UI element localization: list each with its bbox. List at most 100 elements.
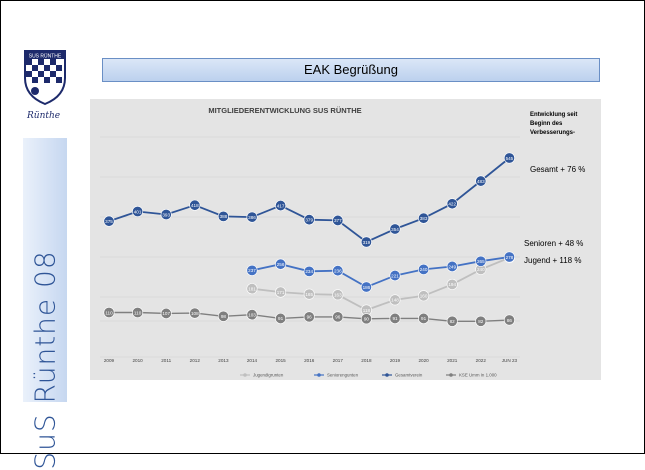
data-label: 98 (221, 314, 227, 319)
x-tick-label: 2014 (247, 358, 258, 363)
data-point (246, 211, 258, 223)
legend-label: KSE Umm In 1.000 (459, 373, 497, 378)
data-label: 108 (191, 311, 199, 316)
data-point (303, 288, 315, 300)
legend-label: Gesamtverein (395, 373, 423, 378)
series-line-0 (251, 256, 510, 311)
data-label: 171 (277, 290, 285, 295)
data-label: 91 (421, 316, 427, 321)
data-label: 82 (450, 319, 456, 324)
data-point (446, 198, 458, 210)
data-point (275, 312, 287, 324)
data-point (246, 283, 258, 295)
banner-title: EAK Begrüßung (102, 58, 600, 82)
data-point (360, 313, 372, 325)
data-label: 110 (134, 310, 142, 315)
data-point (189, 307, 201, 319)
data-point (418, 263, 430, 275)
data-label: 96 (335, 315, 341, 320)
data-label: 388 (220, 214, 228, 219)
data-point (275, 286, 287, 298)
data-point (389, 294, 401, 306)
data-label: 234 (305, 269, 313, 274)
legend-marker (243, 373, 247, 377)
data-label: 107 (162, 311, 170, 316)
x-tick-label: 2009 (104, 358, 115, 363)
data-label: 240 (477, 267, 485, 272)
data-label: 118 (363, 308, 371, 313)
legend-marker (449, 373, 453, 377)
data-label: 148 (391, 298, 399, 303)
data-label: 86 (507, 318, 513, 323)
series-line-1 (251, 256, 510, 288)
data-label: 236 (334, 268, 342, 273)
data-label: 160 (420, 294, 428, 299)
data-point (503, 251, 515, 263)
data-label: 194 (448, 282, 456, 287)
data-point (103, 215, 115, 227)
data-label: 379 (305, 217, 313, 222)
data-point (475, 255, 487, 267)
x-tick-label: 2016 (304, 358, 315, 363)
x-tick-label: 2022 (476, 358, 487, 363)
data-point (303, 311, 315, 323)
data-label: 91 (392, 316, 398, 321)
sidebar: SUS RÜNTHE Rünthe SuS Rünthe 08 (23, 48, 67, 470)
data-label: 417 (277, 203, 285, 208)
data-point (275, 258, 287, 270)
annotation-label: Senioren + 48 % (524, 239, 583, 248)
signature-text: Rünthe (27, 111, 61, 121)
x-tick-label: 2021 (447, 358, 458, 363)
data-point (332, 289, 344, 301)
data-label: 181 (248, 286, 256, 291)
data-label: 237 (248, 268, 256, 273)
data-point (332, 214, 344, 226)
data-point (303, 214, 315, 226)
data-label: 165 (305, 292, 313, 297)
annotation-header-line: Entwicklung seit (530, 112, 577, 118)
legend-marker (317, 373, 321, 377)
annotation-header-line: Beginn des (530, 121, 563, 127)
chart-title: MITGLIEDERENTWICKLUNG SUS RÜNTHE (208, 106, 361, 115)
data-point (418, 212, 430, 224)
data-label: 110 (105, 310, 113, 315)
vertical-title-bar: SuS Rünthe 08 (23, 138, 67, 470)
legend-label: Seniorengunten (327, 373, 359, 378)
data-label: 483 (477, 179, 485, 184)
data-point (246, 309, 258, 321)
data-label: 319 (363, 240, 371, 245)
x-tick-label: 2019 (390, 358, 401, 363)
annotation-header-line: Verbesserungs- (530, 130, 575, 136)
x-tick-label: 2010 (132, 358, 143, 363)
data-point (217, 210, 229, 222)
data-label: 256 (277, 262, 285, 267)
data-point (103, 307, 115, 319)
data-label: 186 (363, 285, 371, 290)
data-label: 90 (364, 317, 370, 322)
data-label: 401 (134, 209, 142, 214)
data-point (189, 199, 201, 211)
membership-chart: MITGLIEDERENTWICKLUNG SUS RÜNTHE 181 171 16… (100, 106, 585, 378)
data-point (360, 281, 372, 293)
data-label: 278 (506, 255, 514, 260)
data-label: 418 (191, 203, 199, 208)
data-label: 375 (105, 219, 113, 224)
data-label: 393 (162, 212, 170, 217)
data-point (217, 310, 229, 322)
data-point (332, 311, 344, 323)
data-point (475, 315, 487, 327)
legend-marker (385, 373, 389, 377)
x-tick-label: 2013 (218, 358, 229, 363)
data-point (475, 175, 487, 187)
data-point (446, 315, 458, 327)
data-point (360, 236, 372, 248)
data-point (332, 265, 344, 277)
x-tick-label: 2012 (190, 358, 201, 363)
data-label: 377 (334, 218, 342, 223)
data-point (132, 206, 144, 218)
data-label: 96 (307, 315, 313, 320)
annotation-label: Jugend + 118 % (524, 256, 581, 265)
x-tick-label: 2017 (333, 358, 344, 363)
data-point (503, 314, 515, 326)
